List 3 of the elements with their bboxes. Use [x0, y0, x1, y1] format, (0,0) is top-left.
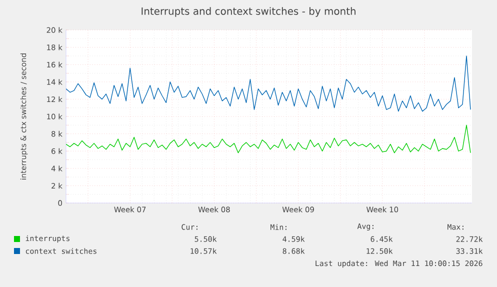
- chart-title: Interrupts and context switches - by month: [142, 7, 356, 17]
- line-series: [66, 124, 471, 154]
- line-series: [66, 56, 471, 112]
